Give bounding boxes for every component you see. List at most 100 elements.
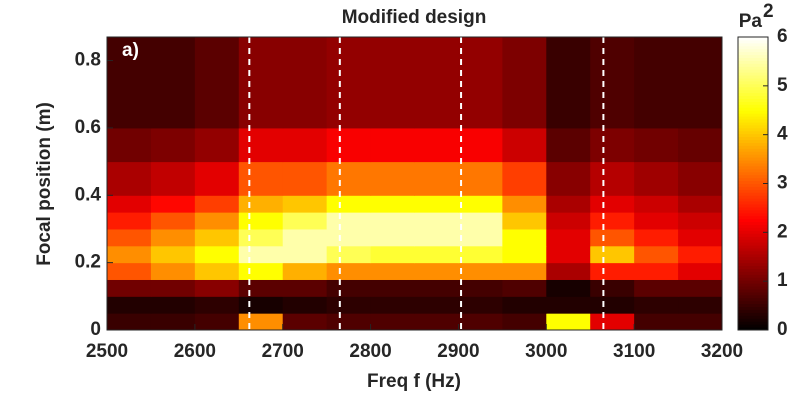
colorbar-swatch xyxy=(738,104,768,108)
colorbar-swatch xyxy=(738,195,768,199)
colorbar-swatch xyxy=(738,300,768,305)
colorbar-swatch xyxy=(738,148,768,152)
heatmap-cell xyxy=(238,37,284,129)
heatmap-cell xyxy=(282,228,328,247)
annotation: a) xyxy=(122,40,139,61)
heatmap-cell xyxy=(107,127,152,163)
colorbar-swatch xyxy=(738,204,768,208)
heatmap-cell xyxy=(326,296,372,314)
heatmap-cell xyxy=(590,228,635,247)
colorbar-swatch xyxy=(738,54,768,59)
colorbar-swatch xyxy=(738,201,768,205)
heatmap-cell xyxy=(678,228,723,247)
heatmap-cell xyxy=(282,262,328,280)
heatmap-cell xyxy=(634,279,679,297)
heatmap-cell xyxy=(502,245,547,264)
heatmap-cell xyxy=(282,161,328,196)
heatmap-cell xyxy=(326,37,372,129)
heatmap-cell xyxy=(502,195,547,213)
heatmap-cell xyxy=(194,296,240,314)
colorbar-swatch xyxy=(738,286,768,290)
heatmap-cell xyxy=(634,313,679,331)
heatmap-cell xyxy=(370,195,415,213)
colorbar-swatch xyxy=(738,95,768,100)
colorbar-swatch xyxy=(738,189,768,193)
colorbar-swatch xyxy=(738,312,768,316)
heatmap-cell xyxy=(634,296,679,314)
colorbar-swatch xyxy=(738,324,768,328)
heatmap-cell xyxy=(194,195,240,213)
colorbar-swatch xyxy=(738,271,768,275)
heatmap-cell xyxy=(370,127,415,163)
heatmap-cell xyxy=(546,37,591,129)
heatmap-cell xyxy=(107,228,152,247)
heatmap-cell xyxy=(678,296,723,314)
y-tick-label: 0 xyxy=(90,319,101,340)
colorbar-swatch xyxy=(738,280,768,284)
colorbar-swatch xyxy=(738,145,768,149)
heatmap-cell xyxy=(326,262,372,280)
heatmap-cell xyxy=(370,296,415,314)
colorbar-swatch xyxy=(738,42,768,47)
heatmap-cell xyxy=(546,313,591,331)
heatmap-cell xyxy=(150,127,196,163)
heatmap-cell xyxy=(194,212,240,230)
x-axis-label: Freq f (Hz) xyxy=(367,371,461,392)
colorbar-swatch xyxy=(738,127,768,132)
heatmap-cell xyxy=(546,245,591,264)
heatmap-cell xyxy=(150,313,196,331)
colorbar-swatch xyxy=(738,168,768,173)
colorbar-swatch xyxy=(738,45,768,50)
colorbar-swatch xyxy=(738,121,768,126)
heatmap-cell xyxy=(370,161,415,196)
colorbar-swatch xyxy=(738,113,768,117)
heatmap-cell xyxy=(107,195,152,213)
heatmap-cell xyxy=(458,296,503,314)
heatmap-cell xyxy=(546,228,591,247)
colorbar-swatch xyxy=(738,154,768,158)
heatmap-cell xyxy=(590,37,635,129)
colorbar-swatch xyxy=(738,209,768,214)
colorbar-swatch xyxy=(738,242,768,246)
heatmap-cell xyxy=(502,296,547,314)
colorbar-swatch xyxy=(738,291,768,296)
heatmap-cell xyxy=(678,37,723,129)
heatmap-cell xyxy=(194,127,240,163)
heatmap-cell xyxy=(194,228,240,247)
colorbar-swatch xyxy=(738,294,768,299)
colorbar-swatch xyxy=(738,160,768,164)
heatmap-cell xyxy=(282,212,328,230)
axes-frame xyxy=(106,36,723,331)
colorbar-swatch xyxy=(738,86,768,91)
colorbar-swatch xyxy=(738,236,768,240)
heatmap-cell xyxy=(458,161,503,196)
heatmap-cell xyxy=(238,313,284,331)
heatmap-cell xyxy=(502,212,547,230)
heatmap-cell xyxy=(634,127,679,163)
colorbar-swatch xyxy=(738,198,768,202)
heatmap-cell xyxy=(107,313,152,331)
colorbar-swatch xyxy=(738,283,768,287)
colorbar-swatch xyxy=(738,157,768,161)
heatmap-cell xyxy=(634,212,679,230)
colorbar-swatch xyxy=(738,268,768,272)
colorbar-swatch xyxy=(738,239,768,243)
colorbar-swatch xyxy=(738,133,768,138)
colorbar-tick-label: 1 xyxy=(777,270,788,291)
heatmap-cell xyxy=(634,228,679,247)
colorbar-swatch xyxy=(738,315,768,319)
colorbar-swatch xyxy=(738,221,768,226)
heatmap-cell xyxy=(414,161,459,196)
x-tick-label: 3200 xyxy=(701,341,743,362)
colorbar-swatch xyxy=(738,57,768,61)
heatmap-cell xyxy=(502,279,547,297)
colorbar-swatch xyxy=(738,116,768,120)
heatmap-cell xyxy=(150,212,196,230)
colorbar-swatch xyxy=(738,136,768,141)
heatmap-cell xyxy=(238,127,284,163)
heatmap-cell xyxy=(414,212,459,230)
colorbar-swatch xyxy=(738,274,768,278)
heatmap-cell xyxy=(502,127,547,163)
heatmap-cell xyxy=(458,212,503,230)
colorbar-swatch xyxy=(738,80,768,85)
